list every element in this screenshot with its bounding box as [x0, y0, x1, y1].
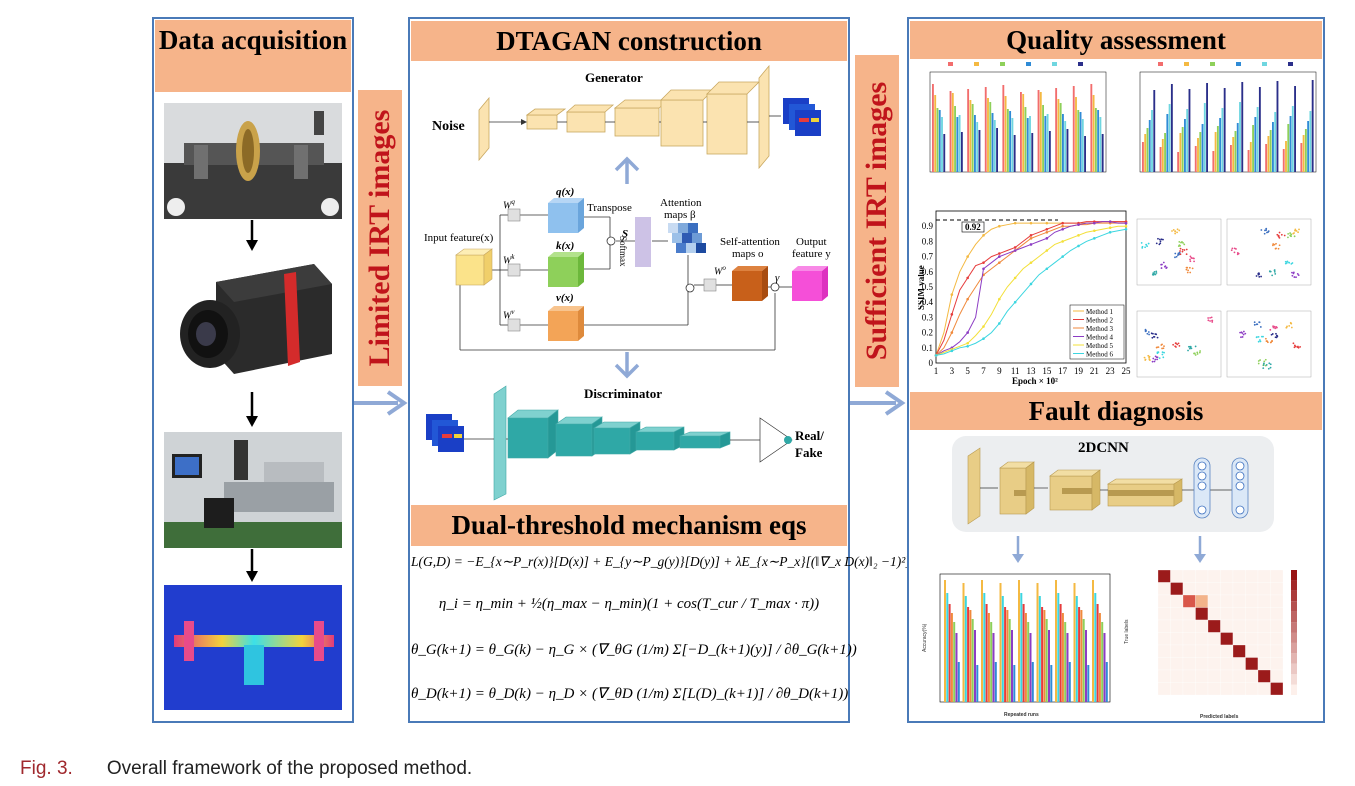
ssim-ytick: 0.9	[922, 221, 934, 231]
fault-diagnosis-title: Fault diagnosis	[910, 392, 1322, 430]
s-label: S	[622, 228, 629, 240]
confusion-matrix: True labels Predicted labels	[1124, 569, 1297, 720]
transpose-label: Transpose	[587, 202, 632, 214]
wq-label: Wq	[503, 198, 515, 212]
figure-caption: Fig. 3. Overall framework of the proposed…	[20, 758, 472, 780]
ssim-legend-item: Method 6	[1086, 351, 1114, 359]
quality-bar-charts	[918, 60, 1318, 202]
ssim-ytick: 0.7	[922, 252, 934, 262]
flow-arrow-1	[246, 220, 258, 251]
flow-arrow-3	[246, 549, 258, 582]
attention-module	[455, 198, 828, 351]
dual-threshold-title: Dual-threshold mechanism eqs	[411, 505, 847, 546]
ssim-xtick: 7	[981, 366, 986, 376]
noise-label: Noise	[432, 119, 465, 134]
generator-network	[478, 64, 821, 170]
gamma-label: γ	[775, 272, 780, 284]
ssim-xtick: 1	[934, 366, 939, 376]
flow-arrow-2	[246, 392, 258, 427]
ssim-xtick: 5	[965, 366, 970, 376]
figure-caption-text: Overall framework of the proposed method…	[106, 758, 473, 779]
equations-block: L(G,D) = −E_{x∼P_r(x)}[D(x)] + E_{y∼P_g(…	[411, 548, 911, 720]
limited-irt-band: Limited IRT images	[358, 90, 402, 386]
cnn-label: 2DCNN	[1078, 440, 1129, 456]
lab-setup-photo	[164, 432, 342, 548]
kx-label: k(x)	[556, 240, 575, 252]
vx-label: v(x)	[556, 292, 574, 304]
attention-maps-beta-label: maps β	[664, 209, 696, 221]
ssim-xlabel: Epoch × 10²	[1012, 376, 1058, 386]
sufficient-arrow	[850, 390, 906, 416]
ssim-xtick: 13	[1027, 366, 1037, 376]
output-y-label: feature y	[792, 248, 831, 260]
limited-arrow	[354, 390, 408, 416]
ssim-legend-item: Method 3	[1086, 325, 1114, 333]
accuracy-xlabel: Repeated runs	[1004, 712, 1039, 718]
ssim-ytick: 0.2	[922, 328, 933, 338]
ssim-annotation: 0.92	[965, 222, 981, 232]
generator-label: Generator	[585, 70, 643, 85]
cm-xlabel: Predicted labels	[1200, 714, 1239, 720]
attention-maps-label: Attention	[660, 197, 702, 209]
discriminator-network	[426, 385, 793, 501]
ssim-xtick: 11	[1011, 366, 1020, 376]
ssim-ytick: 0.8	[922, 236, 934, 246]
output-label: Output	[796, 236, 827, 248]
ssim-ytick: 0	[929, 358, 934, 368]
dtagan-title: DTAGAN construction	[411, 21, 847, 61]
wo-label: Wo	[714, 264, 726, 278]
learning-rate-equation: η_i = η_min + ½(η_max − η_min)(1 + cos(T…	[438, 596, 820, 612]
cnn-diagram	[967, 447, 1249, 525]
ssim-xtick: 9	[997, 366, 1002, 376]
accuracy-ylabel: Accuracy(%)	[922, 623, 928, 652]
ssim-ytick: 0.6	[922, 267, 934, 277]
loss-equation: L(G,D) = −E_{x∼P_r(x)}[D(x)] + E_{y∼P_g(…	[411, 554, 911, 569]
ssim-xtick: 19	[1074, 366, 1084, 376]
real-label: Real/	[795, 428, 824, 443]
self-attention-o-label: maps o	[732, 248, 764, 260]
ssim-ytick: 0.1	[922, 343, 933, 353]
generator-update-equation: θ_G(k+1) = θ_G(k) − η_G × (∇_θG (1/m) Σ[…	[411, 642, 857, 658]
test-rig-photo	[164, 103, 342, 219]
ssim-ylabel: SSIM value	[918, 265, 926, 310]
up-arrow-attention	[614, 156, 640, 184]
ssim-legend-item: Method 2	[1086, 317, 1114, 325]
accuracy-bar-chart: Accuracy(%) Repeated runs	[922, 573, 1111, 718]
discriminator-label: Discriminator	[584, 386, 662, 401]
thermal-image-photo	[164, 585, 342, 710]
ssim-ytick: 0.3	[922, 312, 934, 322]
self-attention-label: Self-attention	[720, 236, 780, 248]
ssim-legend-item: Method 4	[1086, 334, 1114, 342]
ssim-legend-item: Method 1	[1086, 308, 1114, 316]
wv-label: Wv	[503, 308, 515, 322]
ssim-ytick: 0.4	[922, 297, 934, 307]
wk-label: Wk	[503, 253, 515, 267]
ssim-xtick: 23	[1106, 366, 1116, 376]
softmax-label: Softmax	[618, 236, 628, 267]
ssim-xtick: 3	[950, 366, 955, 376]
quality-assessment-title: Quality assessment	[910, 21, 1322, 59]
ssim-xtick: 21	[1090, 366, 1099, 376]
tsne-scatter-plots	[1135, 205, 1317, 389]
cnn-down-arrow-right	[1194, 536, 1206, 563]
ssim-ytick: 0.5	[922, 282, 934, 292]
cm-ylabel: True labels	[1124, 619, 1130, 644]
infrared-camera-photo	[164, 254, 342, 384]
discriminator-update-equation: θ_D(k+1) = θ_D(k) − η_D × (∇_θD (1/m) Σ[…	[411, 686, 849, 702]
cnn-down-arrow-left	[1012, 536, 1024, 563]
ssim-xtick: 25	[1122, 366, 1132, 376]
figure-number: Fig. 3.	[20, 758, 73, 779]
ssim-xtick: 17	[1058, 366, 1068, 376]
input-feature-label: Input feature(x)	[424, 232, 494, 244]
fake-label: Fake	[795, 445, 823, 460]
ssim-legend-item: Method 5	[1086, 342, 1114, 350]
down-arrow-discriminator	[614, 352, 640, 379]
qx-label: q(x)	[556, 186, 575, 198]
data-acquisition-title: Data acquisition	[155, 20, 351, 92]
sufficient-irt-band: Sufficient IRT images	[855, 55, 899, 387]
ssim-xtick: 15	[1042, 366, 1052, 376]
